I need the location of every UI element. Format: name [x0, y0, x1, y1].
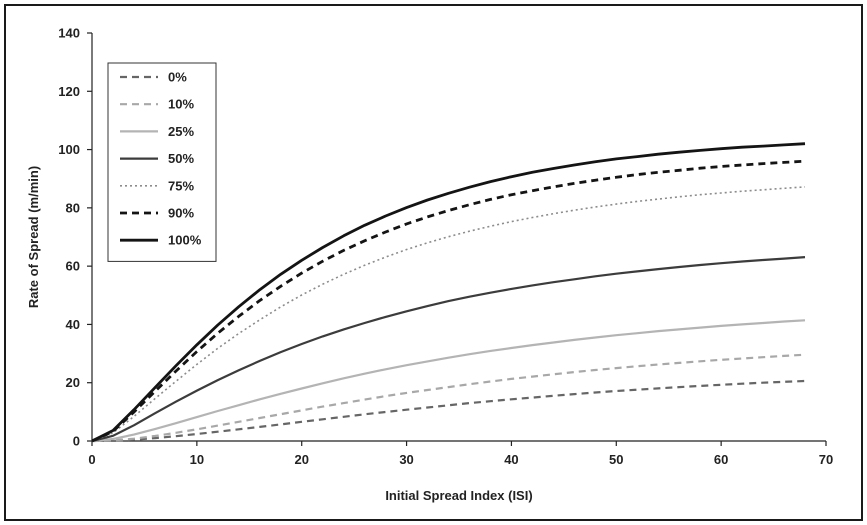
- x-tick-label: 10: [190, 452, 204, 467]
- series-line-2: [91, 319, 806, 443]
- y-axis-title: Rate of Spread (m/min): [26, 166, 41, 308]
- y-tick-label: 40: [66, 317, 80, 332]
- series-line-5: [91, 159, 806, 443]
- legend-box: [107, 62, 217, 262]
- legend-label: 25%: [168, 124, 194, 139]
- legend-label: 10%: [168, 97, 194, 112]
- x-axis-title: Initial Spread Index (ISI): [385, 488, 532, 503]
- x-tick-label: 70: [819, 452, 833, 467]
- x-tick-label: 50: [609, 452, 623, 467]
- series-line-4: [91, 186, 806, 442]
- series-line-1: [91, 353, 806, 443]
- legend: 0% 10% 25% 50% 75% 90% 100%: [107, 62, 217, 262]
- y-tick-label: 80: [66, 200, 80, 215]
- y-tick-label: 100: [58, 142, 80, 157]
- y-tick-label: 140: [58, 26, 80, 41]
- y-tick-label: 60: [66, 259, 80, 274]
- x-tick-label: 0: [88, 452, 95, 467]
- series-line-6: [91, 142, 806, 443]
- legend-label: 75%: [168, 178, 194, 193]
- y-tick-label: 0: [73, 434, 80, 449]
- series-line-3: [91, 256, 806, 443]
- legend-label: 100%: [168, 233, 202, 248]
- legend-label: 50%: [168, 151, 194, 166]
- axes: 0 20 40 60 80 100 120 140 0 10 20 30 40 50 60 70: [58, 26, 833, 468]
- y-tick-label: 20: [66, 375, 80, 390]
- series-group: [91, 142, 806, 443]
- x-tick-label: 20: [294, 452, 308, 467]
- y-tick-label: 120: [58, 84, 80, 99]
- x-tick-label: 30: [399, 452, 413, 467]
- legend-label: 90%: [168, 206, 194, 221]
- x-tick-label: 60: [714, 452, 728, 467]
- x-tick-label: 40: [504, 452, 518, 467]
- legend-label: 0%: [168, 70, 187, 85]
